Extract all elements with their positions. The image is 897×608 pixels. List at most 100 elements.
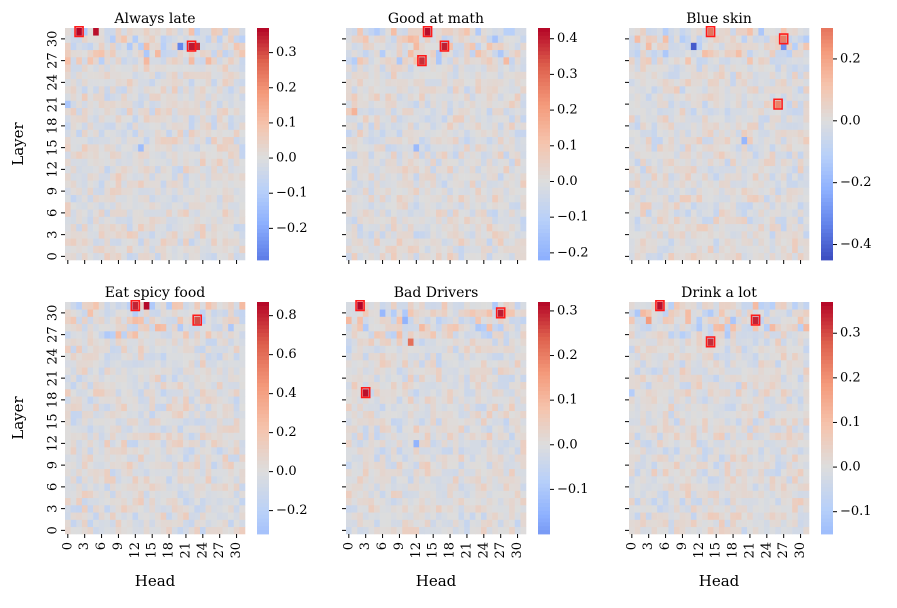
heatmap-cell bbox=[110, 195, 116, 203]
heatmap-cell bbox=[76, 166, 82, 174]
heatmap-cell bbox=[803, 166, 809, 174]
heatmap-cell bbox=[82, 137, 88, 145]
heatmap-cell bbox=[380, 224, 386, 232]
heatmap-cell bbox=[228, 202, 234, 210]
heatmap-cell bbox=[206, 425, 212, 433]
colorbar-segment bbox=[821, 121, 833, 125]
heatmap-cell bbox=[369, 476, 375, 484]
heatmap-cell bbox=[369, 231, 375, 239]
heatmap-cell bbox=[520, 72, 526, 80]
heatmap-cell bbox=[803, 159, 809, 167]
heatmap-cell bbox=[183, 224, 189, 232]
heatmap-cell bbox=[442, 137, 448, 145]
heatmap-cell bbox=[76, 440, 82, 448]
heatmap-cell bbox=[730, 101, 736, 109]
heatmap-cell bbox=[133, 389, 139, 397]
heatmap-cell bbox=[217, 469, 223, 477]
colorbar-segment bbox=[821, 187, 833, 191]
heatmap-cell bbox=[425, 188, 431, 196]
heatmap-cell bbox=[155, 404, 161, 412]
heatmap-cell bbox=[65, 505, 71, 513]
heatmap-cell bbox=[104, 180, 110, 188]
heatmap-cell bbox=[798, 209, 804, 217]
heatmap-cell bbox=[369, 491, 375, 499]
heatmap-cell bbox=[391, 93, 397, 101]
heatmap-cell bbox=[223, 527, 229, 535]
heatmap-cell bbox=[189, 462, 195, 470]
x-tick-label: 30 bbox=[229, 542, 244, 559]
heatmap-cell bbox=[652, 108, 658, 116]
heatmap-cell bbox=[481, 447, 487, 455]
heatmap-cell bbox=[211, 137, 217, 145]
heatmap-cell bbox=[470, 57, 476, 65]
heatmap-cell bbox=[76, 324, 82, 332]
heatmap-cell bbox=[464, 447, 470, 455]
heatmap-cell bbox=[442, 231, 448, 239]
heatmap-cell bbox=[640, 195, 646, 203]
heatmap-cell bbox=[509, 433, 515, 441]
heatmap-cell bbox=[640, 151, 646, 159]
heatmap-cell bbox=[436, 483, 442, 491]
heatmap-cell bbox=[459, 50, 465, 58]
heatmap-cell bbox=[719, 166, 725, 174]
heatmap-cell bbox=[385, 166, 391, 174]
colorbar-segment bbox=[257, 229, 269, 233]
heatmap-cell bbox=[346, 64, 352, 72]
colorbar-tick-label: 0.8 bbox=[276, 308, 297, 323]
heatmap-cell bbox=[652, 180, 658, 188]
heatmap-cell bbox=[798, 93, 804, 101]
heatmap-cell bbox=[657, 108, 663, 116]
heatmap-cell bbox=[110, 231, 116, 239]
heatmap-cell bbox=[194, 367, 200, 375]
heatmap-cell bbox=[206, 188, 212, 196]
heatmap-cell bbox=[76, 108, 82, 116]
heatmap-cell bbox=[76, 512, 82, 520]
heatmap-cell bbox=[161, 389, 167, 397]
heatmap-cell bbox=[629, 188, 635, 196]
heatmap-cell bbox=[436, 462, 442, 470]
heatmap-cell bbox=[206, 195, 212, 203]
heatmap-cell bbox=[144, 28, 150, 36]
heatmap-cell bbox=[674, 122, 680, 130]
heatmap-cell bbox=[730, 93, 736, 101]
heatmap-cell bbox=[369, 447, 375, 455]
x-tick-label: 0 bbox=[60, 542, 75, 550]
heatmap-cell bbox=[200, 173, 206, 181]
heatmap-cell bbox=[166, 137, 172, 145]
heatmap-cell bbox=[498, 122, 504, 130]
heatmap-cell bbox=[133, 217, 139, 225]
heatmap-cell bbox=[82, 491, 88, 499]
heatmap-cell bbox=[217, 309, 223, 317]
colorbar-segment bbox=[538, 86, 550, 90]
heatmap-cell bbox=[363, 491, 369, 499]
heatmap-cell bbox=[138, 72, 144, 80]
heatmap-cell bbox=[691, 43, 697, 51]
heatmap-cell bbox=[127, 28, 133, 36]
heatmap-cell bbox=[770, 195, 776, 203]
heatmap-cell bbox=[178, 324, 184, 332]
heatmap-cell bbox=[487, 43, 493, 51]
heatmap-cell bbox=[509, 79, 515, 87]
heatmap-cell bbox=[646, 122, 652, 130]
heatmap-cell bbox=[104, 246, 110, 254]
heatmap-cell bbox=[110, 72, 116, 80]
heatmap-cell bbox=[223, 43, 229, 51]
colorbar-segment bbox=[821, 179, 833, 183]
heatmap-cell bbox=[346, 93, 352, 101]
heatmap-cell bbox=[161, 86, 167, 94]
heatmap-cell bbox=[127, 246, 133, 254]
heatmap-cell bbox=[430, 173, 436, 181]
heatmap-cell bbox=[414, 491, 420, 499]
heatmap-cell bbox=[239, 35, 245, 43]
heatmap-cell bbox=[385, 50, 391, 58]
heatmap-cell bbox=[803, 144, 809, 152]
heatmap-cell bbox=[133, 231, 139, 239]
heatmap-cell bbox=[369, 469, 375, 477]
heatmap-cell bbox=[65, 79, 71, 87]
heatmap-cell bbox=[104, 202, 110, 210]
heatmap-cell bbox=[76, 527, 82, 535]
heatmap-cell bbox=[425, 217, 431, 225]
colorbar-segment bbox=[538, 206, 550, 210]
heatmap-cell bbox=[498, 476, 504, 484]
heatmap-cell bbox=[223, 469, 229, 477]
